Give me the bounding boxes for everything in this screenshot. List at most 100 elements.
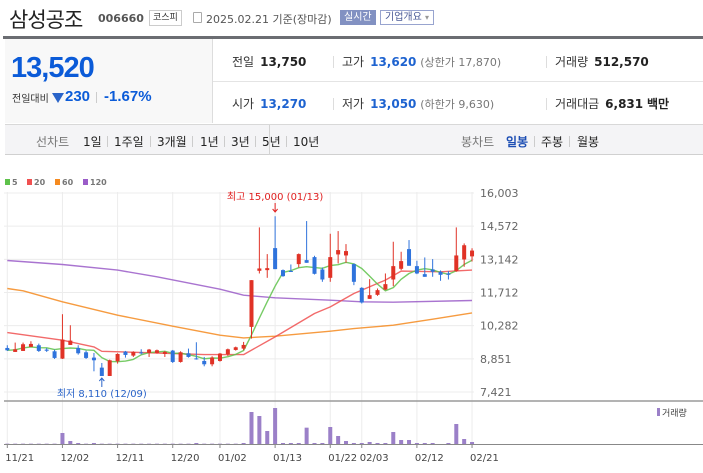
stat-label: 거래대금: [555, 97, 600, 111]
stock-code: 006660: [98, 12, 144, 25]
volume-bar: [407, 440, 412, 444]
tab-1year[interactable]: 1년: [200, 135, 219, 149]
price-summary: [5, 39, 213, 123]
candle: [202, 356, 207, 367]
candle-body: [91, 357, 96, 361]
candle-body: [446, 273, 451, 275]
volume-bar: [414, 443, 419, 444]
candle: [273, 216, 278, 270]
y-tick-label: 16,003: [480, 187, 519, 200]
candle-body: [99, 367, 104, 376]
candle-body: [44, 349, 49, 351]
calendar-icon: [193, 12, 202, 23]
company-overview-label: 기업개요: [385, 12, 422, 23]
stat-value: 13,620: [370, 55, 417, 69]
candle: [147, 348, 152, 357]
candle: [265, 254, 270, 278]
low-price-annotation: 최저 8,110 (12/09): [57, 388, 147, 400]
divider: [150, 136, 151, 147]
candle-body: [414, 266, 419, 274]
company-overview-dropdown[interactable]: 기업개요 ▾: [380, 10, 435, 25]
candle: [76, 345, 81, 355]
volume-bar: [470, 442, 475, 444]
tab-1day[interactable]: 1일: [83, 135, 102, 149]
legend-swatch-120: [83, 179, 88, 185]
tab-daily[interactable]: 일봉: [506, 135, 529, 149]
stat-low: 저가 13,050 (하한가 9,630): [342, 95, 494, 112]
candle-body: [52, 351, 57, 358]
candle: [44, 347, 49, 352]
volume-bar: [273, 408, 278, 444]
volume-bar: [194, 443, 199, 444]
line-chart-label: 선차트: [36, 135, 70, 149]
volume-bar: [312, 443, 317, 444]
stat-value: 512,570: [594, 55, 649, 69]
upper-limit: (상한가 17,870): [420, 56, 502, 69]
volume-bar: [462, 439, 467, 444]
chart-grid: [4, 192, 703, 445]
legend-swatch-20: [27, 179, 32, 185]
divider: [569, 136, 570, 147]
candle: [99, 362, 104, 377]
divider: [213, 81, 703, 82]
volume-bar: [241, 443, 246, 444]
tab-weekly[interactable]: 주봉: [541, 135, 564, 149]
candle-body: [139, 352, 144, 354]
tab-5year[interactable]: 5년: [262, 135, 281, 149]
candle-body: [438, 271, 443, 275]
y-tick-label: 8,851: [480, 353, 512, 366]
divider: [333, 98, 334, 110]
candle: [84, 350, 89, 359]
candle-body: [107, 360, 112, 376]
candle: [438, 270, 443, 281]
candle-body: [13, 349, 18, 352]
volume-bar: [359, 443, 364, 444]
axis-labels: 16,003 14,572 13,142 11,712 10,282 8,851 7,421…: [5, 187, 518, 464]
candle-body: [162, 351, 167, 354]
candle-body: [265, 268, 270, 271]
tab-monthly[interactable]: 월봉: [577, 135, 600, 149]
candle-body: [304, 260, 309, 263]
candle: [383, 273, 388, 291]
candle-body: [241, 344, 246, 349]
x-tick-label: 11/21: [5, 453, 34, 464]
legend-label-20: 20: [34, 178, 46, 187]
x-tick-label: 02/21: [470, 453, 499, 464]
stat-value: 13,050: [370, 97, 417, 111]
candle-body: [202, 360, 207, 365]
stat-label: 고가: [342, 55, 365, 69]
stat-unit: 백만: [646, 97, 670, 111]
candle: [60, 314, 65, 359]
stat-value: 6,831: [605, 97, 644, 111]
candle: [36, 343, 41, 352]
candle: [257, 227, 262, 274]
tab-10year[interactable]: 10년: [293, 135, 320, 149]
x-tick-label: 02/03: [360, 453, 389, 464]
volume-legend-swatch: [657, 408, 660, 416]
realtime-button[interactable]: 실시간: [340, 10, 376, 25]
ma20-line: [7, 269, 473, 356]
candle-body: [454, 255, 459, 272]
candle: [407, 240, 412, 266]
y-tick-label: 11,712: [480, 287, 519, 300]
tab-1week[interactable]: 1주일: [114, 135, 144, 149]
candle-body: [430, 269, 435, 272]
candle: [13, 342, 18, 352]
candle: [154, 349, 159, 354]
candle: [241, 341, 246, 351]
tab-3month[interactable]: 3개월: [157, 135, 187, 149]
candle: [288, 264, 293, 272]
volume-bar: [257, 416, 262, 444]
market-badge: 코스피: [149, 10, 182, 26]
candle: [194, 342, 199, 360]
volume-bar: [336, 436, 341, 444]
candle-body: [194, 358, 199, 360]
candle: [470, 248, 475, 262]
divider: [255, 136, 256, 147]
volume-legend-label: 거래량: [662, 407, 687, 419]
candle: [359, 287, 364, 304]
stat-label: 저가: [342, 97, 365, 111]
tab-3year[interactable]: 3년: [231, 135, 250, 149]
candles: [5, 216, 475, 377]
ma120-line: [7, 259, 473, 303]
